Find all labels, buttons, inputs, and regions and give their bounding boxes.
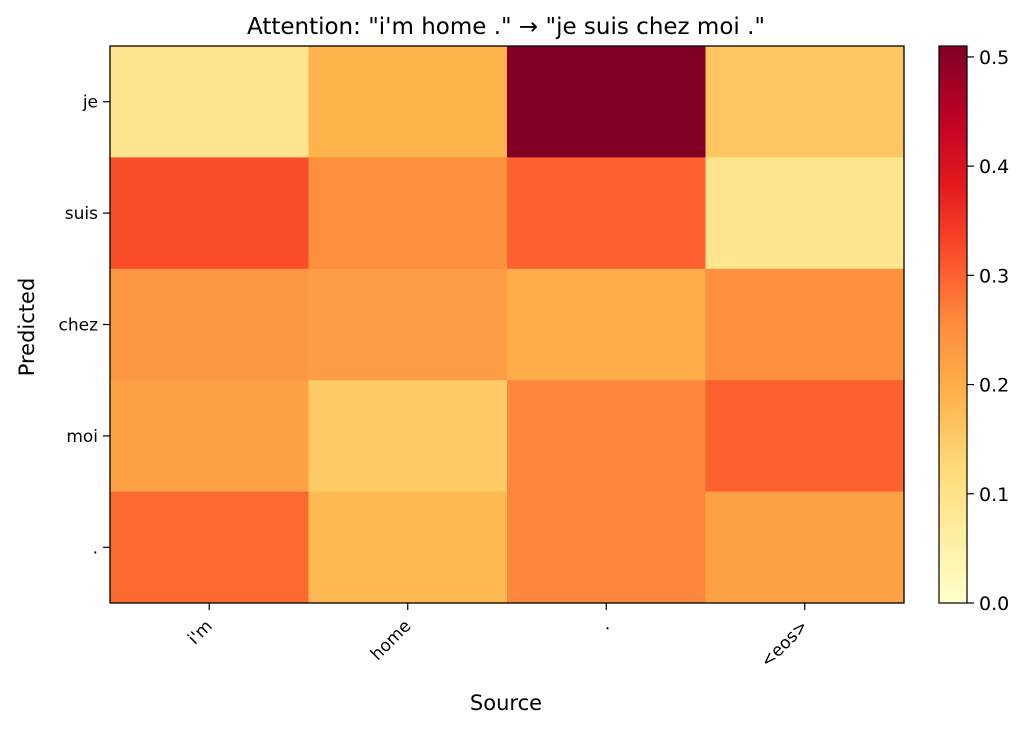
heatmap-cell xyxy=(705,157,905,270)
heatmap-cell xyxy=(308,491,508,604)
heatmap-cell xyxy=(705,268,905,381)
x-tick-label: . xyxy=(596,616,614,634)
x-tick-label: i'm xyxy=(184,616,217,649)
chart-title: Attention: "i'm home ." → "je suis chez … xyxy=(247,14,765,40)
heatmap-cells xyxy=(110,46,905,604)
heatmap-cell xyxy=(110,157,309,270)
heatmap-cell xyxy=(705,491,905,604)
x-tick-label: home xyxy=(367,616,415,664)
heatmap-cell xyxy=(507,268,706,381)
y-axis-ticks: je suis chez moi. xyxy=(58,93,110,558)
heatmap-cell xyxy=(110,46,309,158)
y-tick-label: suis xyxy=(65,204,98,224)
heatmap-cell xyxy=(507,380,706,493)
x-axis-ticks: i'm home. <eos> xyxy=(184,603,812,672)
heatmap-cell xyxy=(507,46,706,158)
heatmap-cell xyxy=(308,380,508,493)
colorbar-tick-label: 0.0 xyxy=(979,593,1009,615)
y-axis-label: Predicted xyxy=(15,278,39,377)
x-axis-label: Source xyxy=(470,691,542,715)
heatmap-cell xyxy=(110,491,309,604)
x-tick-label: <eos> xyxy=(757,616,812,671)
colorbar-tick-label: 0.4 xyxy=(979,156,1009,178)
heatmap-cell xyxy=(507,491,706,604)
heatmap-cell xyxy=(110,380,309,493)
heatmap-cell xyxy=(110,268,309,381)
y-tick-label: chez xyxy=(58,316,98,336)
y-tick-label: moi xyxy=(66,427,98,447)
y-tick-label: je xyxy=(82,93,98,113)
heatmap-cell xyxy=(308,157,508,270)
colorbar-tick-label: 0.5 xyxy=(979,47,1009,69)
heatmap-cell xyxy=(507,157,706,270)
y-tick-label: . xyxy=(93,538,98,558)
heatmap-cell xyxy=(308,268,508,381)
heatmap-cell xyxy=(705,380,905,493)
colorbar xyxy=(938,45,968,604)
colorbar-tick-label: 0.3 xyxy=(979,265,1009,287)
heatmap-cell xyxy=(705,46,905,158)
colorbar-tick-label: 0.2 xyxy=(979,375,1009,397)
heatmap-cell xyxy=(308,46,508,158)
colorbar-tick-label: 0.1 xyxy=(979,484,1009,506)
colorbar-ticks: 0.0 0.1 0.2 0.3 0.4 0.5 xyxy=(967,47,1009,615)
